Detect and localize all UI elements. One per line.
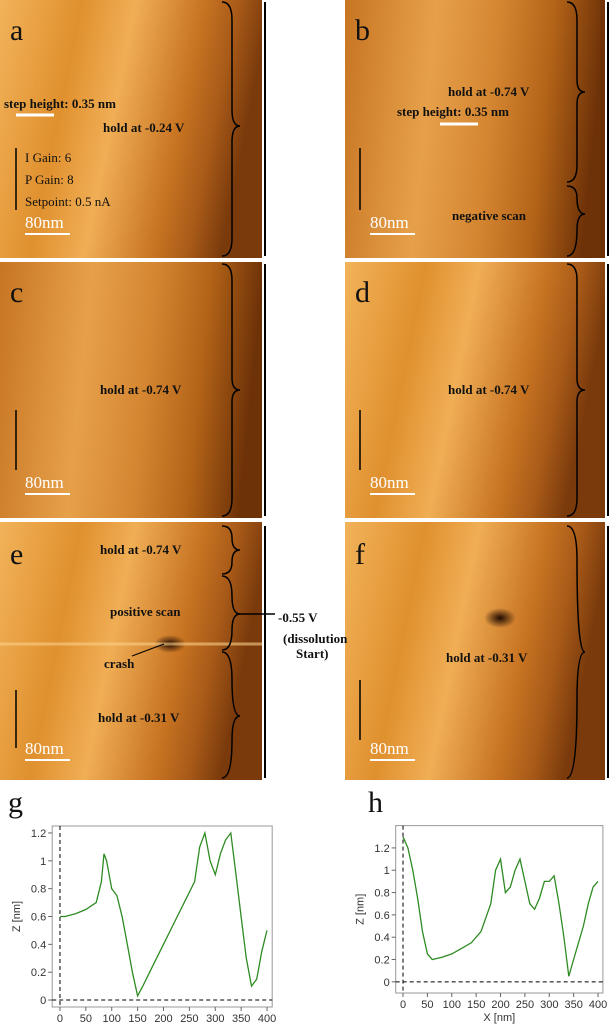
x-tick-label: 0 <box>57 1013 63 1024</box>
image-a <box>0 0 262 258</box>
note: crash <box>104 656 135 671</box>
x-tick-label: 250 <box>180 1013 198 1024</box>
scale-label: 80nm <box>370 213 409 232</box>
note: hold at -0.74 V <box>448 382 530 397</box>
note: hold at -0.31 V <box>98 710 180 725</box>
x-axis-label: X [nm] <box>483 1012 515 1024</box>
y-axis-label: Z [nm] <box>355 894 367 925</box>
y-tick-label: 1 <box>40 856 46 868</box>
chart-title: g <box>8 786 23 819</box>
panel-label: a <box>10 14 23 47</box>
scale-label: 80nm <box>370 739 409 758</box>
x-tick-label: 100 <box>443 999 461 1011</box>
panel-label: b <box>355 14 370 47</box>
image-e <box>0 522 262 780</box>
x-tick-label: 250 <box>516 999 534 1011</box>
x-tick-label: 200 <box>491 999 509 1011</box>
brace <box>566 525 586 779</box>
image-d <box>345 262 605 518</box>
plot-frame <box>395 825 604 994</box>
plot-frame <box>51 825 273 1008</box>
panel-texts: a step height: 0.35 nm hold at -0.24 V I… <box>4 14 530 758</box>
brace <box>221 525 241 575</box>
note: Setpoint: 0.5 nA <box>25 194 111 209</box>
x-tick-label: 300 <box>206 1013 224 1024</box>
note: Start) <box>296 646 329 661</box>
note: hold at -0.24 V <box>103 120 185 135</box>
image-c <box>0 262 262 518</box>
y-tick-label: 0 <box>384 977 390 989</box>
note: P Gain: 8 <box>25 172 74 187</box>
y-tick-label: 0.2 <box>31 967 46 979</box>
panel-label: f <box>355 538 365 571</box>
profile-line <box>60 830 268 998</box>
brace <box>566 263 586 517</box>
note: hold at -0.74 V <box>448 84 530 99</box>
scale-label: 80nm <box>25 739 64 758</box>
y-tick-label: 1 <box>384 865 390 877</box>
stm-images <box>0 0 605 780</box>
x-tick-label: 400 <box>589 999 607 1011</box>
note: (dissolution <box>283 631 348 646</box>
y-tick-label: 0.2 <box>374 955 389 967</box>
leader <box>131 643 165 657</box>
x-tick-label: 400 <box>258 1013 276 1024</box>
x-tick-label: 200 <box>154 1013 172 1024</box>
y-tick-label: 1.2 <box>31 828 46 840</box>
scale-label: 80nm <box>25 473 64 492</box>
image-b <box>345 0 605 258</box>
y-tick-label: 0.6 <box>374 910 389 922</box>
x-tick-label: 100 <box>103 1013 121 1024</box>
y-tick-label: 0 <box>40 995 46 1007</box>
y-tick-label: 0.4 <box>31 939 46 951</box>
note: hold at -0.74 V <box>100 382 182 397</box>
note: step height: 0.35 nm <box>397 104 509 119</box>
x-tick-label: 150 <box>467 999 485 1011</box>
annotations-shapes <box>15 1 609 779</box>
brace <box>221 263 241 517</box>
note: hold at -0.31 V <box>446 650 528 665</box>
y-tick-label: 1.2 <box>374 843 389 855</box>
brace <box>221 1 241 257</box>
y-axis-label: Z [nm] <box>11 901 23 932</box>
chart-title: h <box>368 786 383 819</box>
x-tick-label: 50 <box>421 999 433 1011</box>
x-tick-label: 300 <box>540 999 558 1011</box>
y-tick-label: 0.6 <box>31 912 46 924</box>
panel-label: e <box>10 538 23 571</box>
note: -0.55 V <box>278 610 318 625</box>
x-tick-label: 350 <box>564 999 582 1011</box>
scale-label: 80nm <box>370 473 409 492</box>
panel-label: c <box>10 276 23 309</box>
x-tick-label: 350 <box>232 1013 250 1024</box>
x-tick-label: 50 <box>80 1013 92 1024</box>
profile-line <box>402 836 599 977</box>
brace <box>221 651 241 779</box>
y-tick-label: 0.8 <box>31 884 46 896</box>
panel-label: d <box>355 276 370 309</box>
note: negative scan <box>452 208 527 223</box>
x-tick-label: 150 <box>128 1013 146 1024</box>
y-tick-label: 0.8 <box>374 888 389 900</box>
scale-label: 80nm <box>25 213 64 232</box>
note: positive scan <box>110 604 181 619</box>
note: hold at -0.74 V <box>100 542 182 557</box>
brace <box>566 1 586 183</box>
note: step height: 0.35 nm <box>4 96 116 111</box>
note: I Gain: 6 <box>25 150 72 165</box>
image-f <box>345 522 605 780</box>
y-tick-label: 0.4 <box>374 932 389 944</box>
x-tick-label: 0 <box>400 999 406 1011</box>
crash-spot <box>484 608 516 628</box>
brace <box>566 185 586 257</box>
